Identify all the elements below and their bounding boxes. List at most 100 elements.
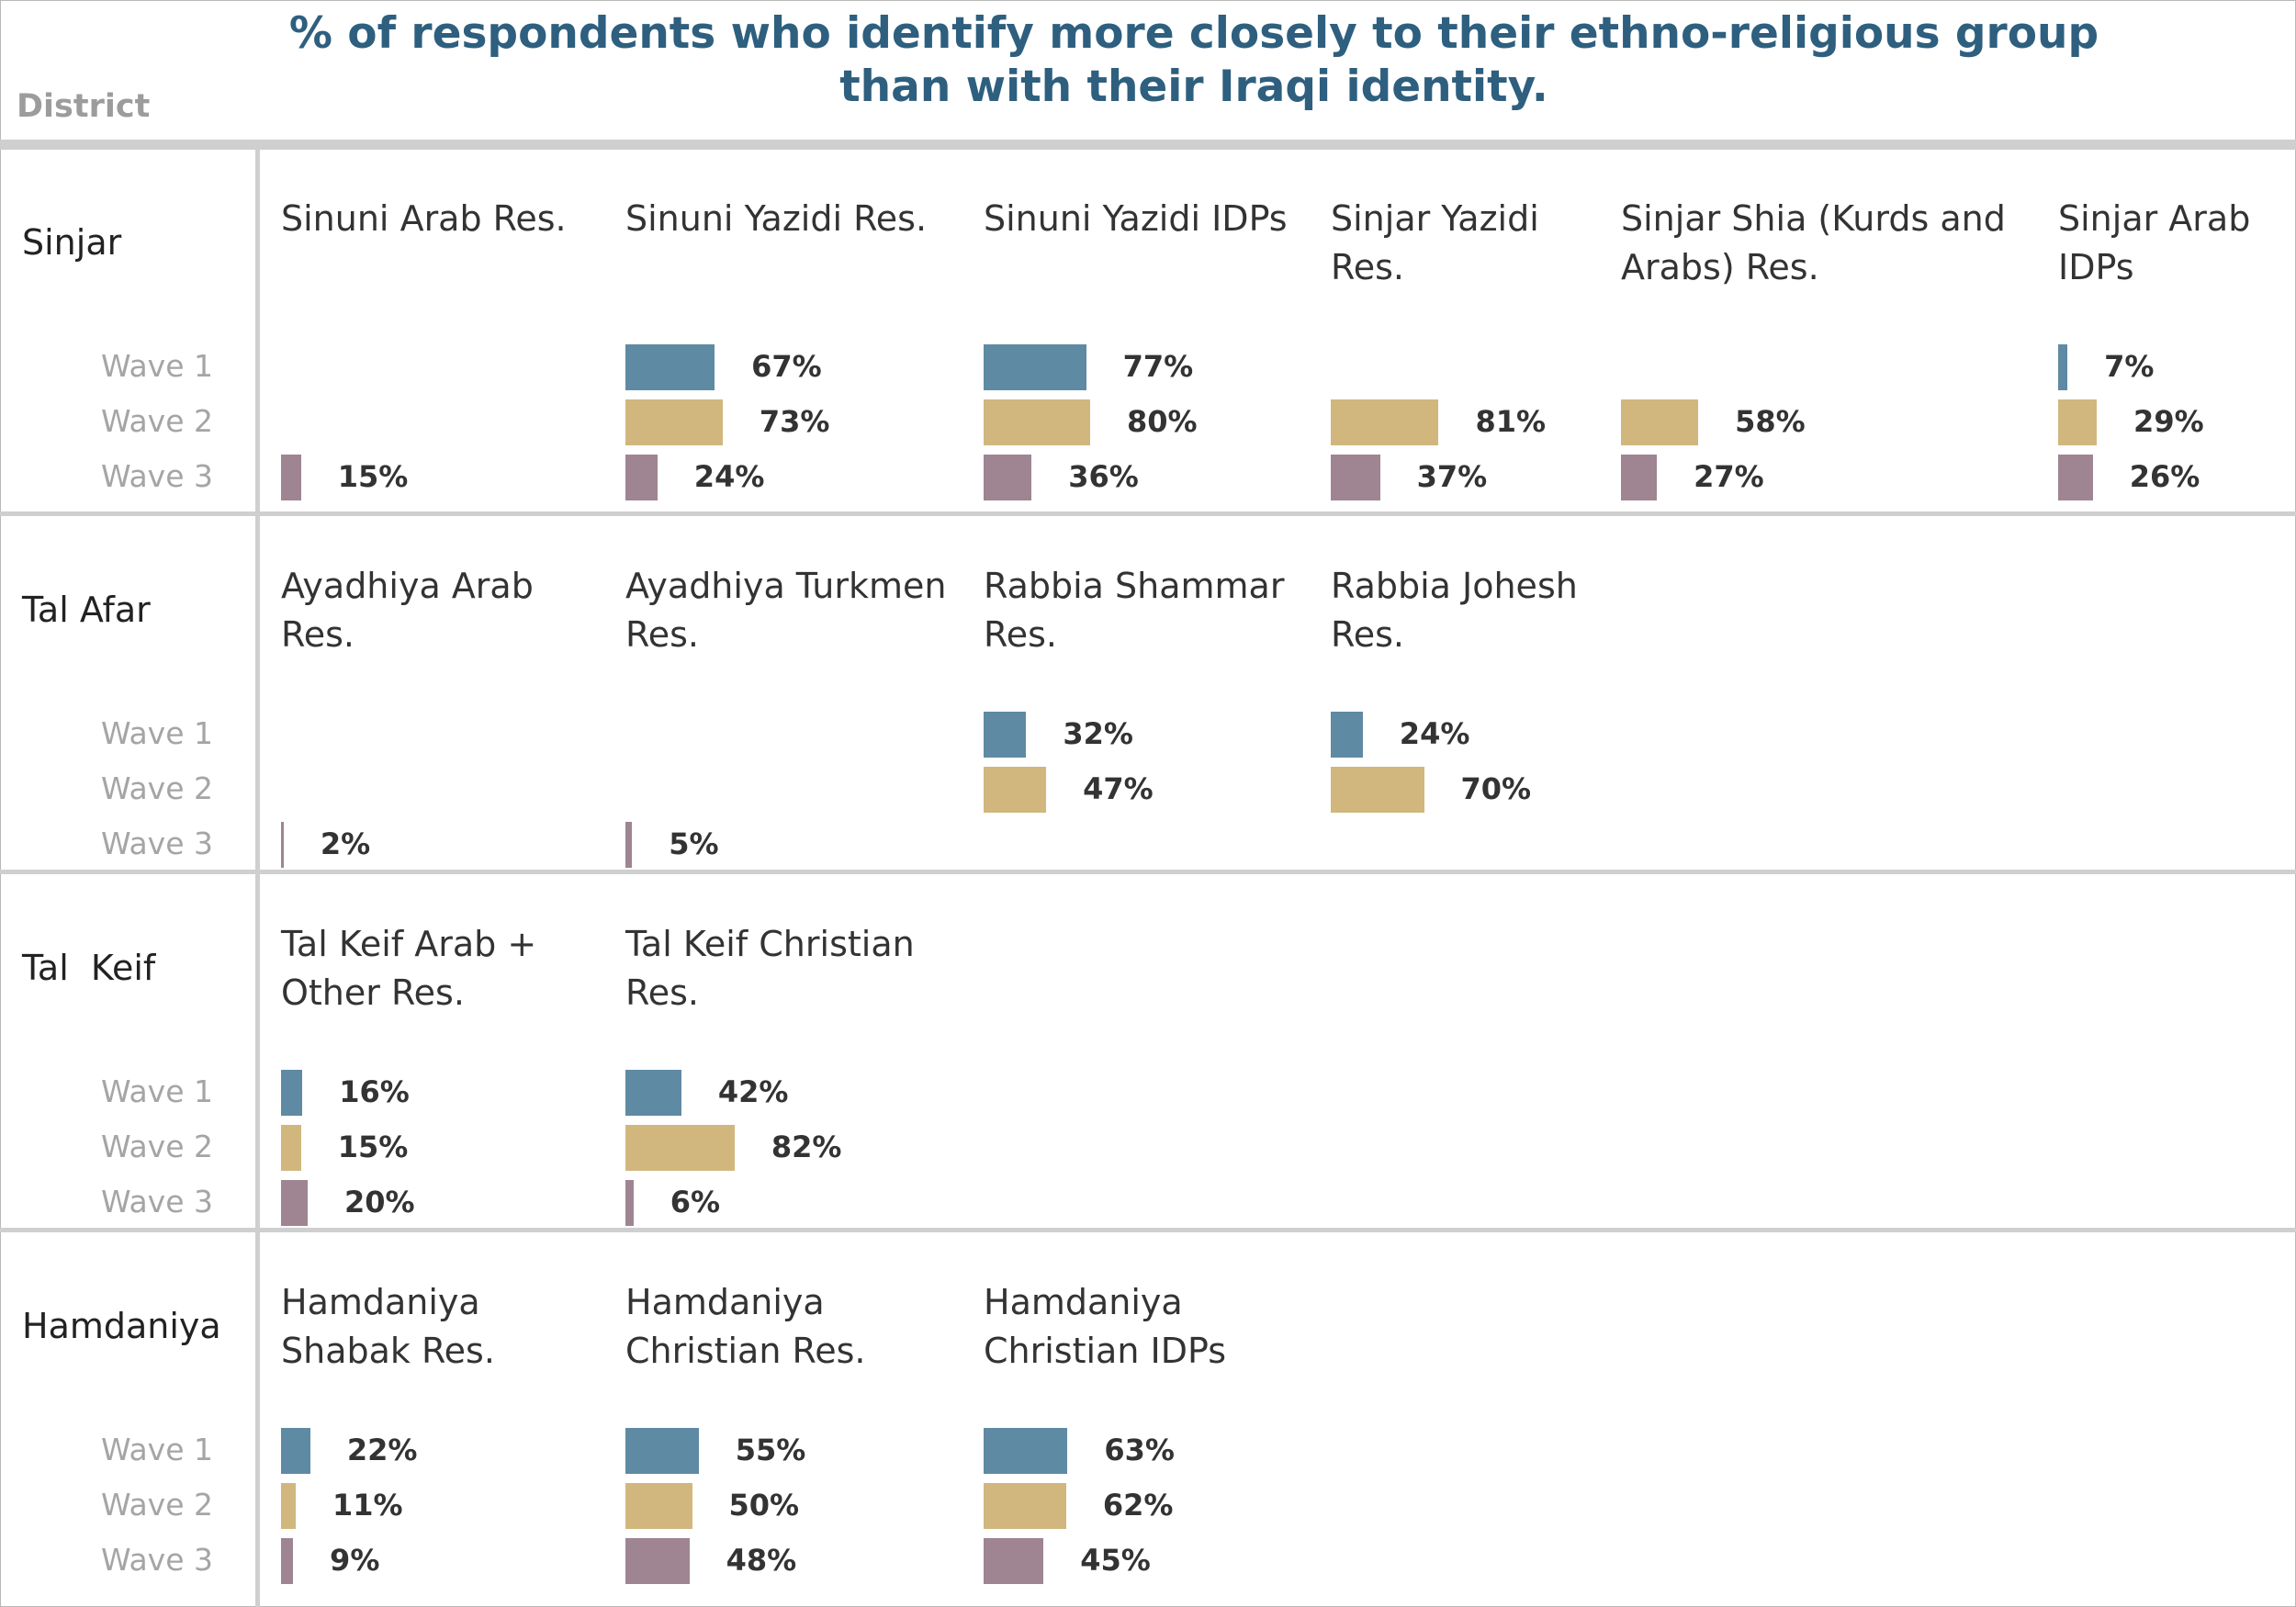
bar-wave-1 [281,1428,310,1474]
group-label: Sinjar Arab IDPs [2058,198,2251,287]
value-label: 22% [346,1433,418,1467]
district-divider [0,1228,2296,1232]
bar-wave-2 [984,767,1047,813]
value-label: 77% [1122,349,1194,384]
bar-wave-2 [625,1125,735,1171]
value-label: 50% [728,1488,800,1523]
bar-wave-3 [281,455,301,500]
group-label: Tal Keif Arab + Other Res. [281,924,537,1013]
value-label: 27% [1694,459,1764,494]
value-label: 15% [337,1129,409,1164]
wave-label: Wave 1 [100,1432,213,1467]
value-label: 37% [1416,459,1488,494]
district-column-header: District [17,88,151,125]
group-label: Sinjar Yazidi Res. [1331,198,1539,287]
wave-label: Wave 2 [100,1129,213,1164]
value-label: 67% [751,349,822,384]
bar-wave-2 [984,1483,1066,1529]
wave-label: Wave 3 [100,1542,213,1578]
bar-wave-2 [625,1483,692,1529]
value-label: 47% [1083,771,1154,806]
value-label: 48% [726,1543,797,1578]
wave-label: Wave 3 [100,826,213,861]
value-label: 45% [1080,1543,1151,1578]
value-label: 5% [669,826,719,861]
bar-wave-2 [1331,767,1424,813]
header-divider [0,140,2296,150]
bar-wave-3 [625,822,633,868]
value-label: 2% [320,826,371,861]
bar-wave-1 [984,712,1027,758]
value-label: 81% [1475,404,1547,439]
group-label: Ayadhiya Turkmen Res. [625,566,947,655]
value-label: 11% [332,1488,403,1523]
value-label: 32% [1063,716,1133,751]
bar-wave-3 [2058,455,2093,500]
group-label: Tal Keif Christian Res. [625,924,915,1013]
wave-label: Wave 2 [100,403,213,439]
bar-wave-3 [984,455,1032,500]
district-divider [0,511,2296,516]
value-label: 58% [1735,404,1806,439]
wave-label: Wave 3 [100,1184,213,1219]
value-label: 42% [717,1074,789,1109]
district-label: Sinjar [22,222,122,263]
bar-wave-3 [625,455,658,500]
bar-wave-3 [1621,455,1658,500]
value-label: 6% [670,1185,721,1219]
group-label: Hamdaniya Christian Res. [625,1282,866,1371]
district-label: Hamdaniya [22,1306,221,1346]
value-label: 24% [693,459,765,494]
bar-wave-3 [281,1180,308,1226]
value-label: 7% [2104,349,2155,384]
bar-wave-2 [281,1125,301,1171]
group-label: Sinjar Shia (Kurds and Arabs) Res. [1621,198,2006,287]
bar-wave-1 [625,1070,681,1116]
value-label: 55% [735,1433,806,1467]
district-label: Tal Afar [22,590,151,630]
bar-wave-1 [984,344,1086,390]
bar-wave-2 [2058,399,2098,445]
value-label: 26% [2129,459,2200,494]
bar-wave-2 [281,1483,296,1529]
bar-wave-2 [625,399,723,445]
value-label: 9% [330,1543,380,1578]
chart-title: % of respondents who identify more close… [276,7,2112,114]
bar-wave-3 [281,1538,294,1584]
wave-label: Wave 2 [100,1487,213,1523]
district-divider [0,870,2296,874]
bar-wave-3 [625,1538,690,1584]
group-label: Hamdaniya Shabak Res. [281,1282,495,1371]
wave-label: Wave 1 [100,715,213,751]
value-label: 15% [337,459,409,494]
group-label: Hamdaniya Christian IDPs [984,1282,1227,1371]
group-label: Rabbia Johesh Res. [1331,566,1578,655]
value-label: 63% [1104,1433,1175,1467]
wave-label: Wave 1 [100,1073,213,1109]
bar-wave-1 [625,344,715,390]
wave-label: Wave 1 [100,348,213,384]
bar-wave-1 [1331,712,1363,758]
value-label: 82% [771,1129,842,1164]
bar-wave-1 [984,1428,1068,1474]
value-label: 29% [2133,404,2204,439]
value-label: 80% [1127,404,1198,439]
chart-title-line-1: % of respondents who identify more close… [288,8,2099,59]
wave-label: Wave 2 [100,770,213,806]
wave-label: Wave 3 [100,458,213,494]
group-label: Sinuni Yazidi IDPs [984,198,1288,239]
district-label: Tal Keif [22,948,156,988]
bar-wave-1 [2058,344,2068,390]
bar-wave-1 [625,1428,699,1474]
bar-wave-1 [281,1070,303,1116]
value-label: 70% [1460,771,1532,806]
bar-wave-3 [281,822,284,868]
value-label: 73% [759,404,830,439]
value-label: 20% [344,1185,415,1219]
value-label: 16% [339,1074,410,1109]
group-label: Ayadhiya Arab Res. [281,566,534,655]
group-label: Sinuni Arab Res. [281,198,567,239]
bar-wave-3 [625,1180,634,1226]
value-label: 62% [1102,1488,1174,1523]
chart-title-line-2: than with their Iraqi identity. [839,62,1548,112]
